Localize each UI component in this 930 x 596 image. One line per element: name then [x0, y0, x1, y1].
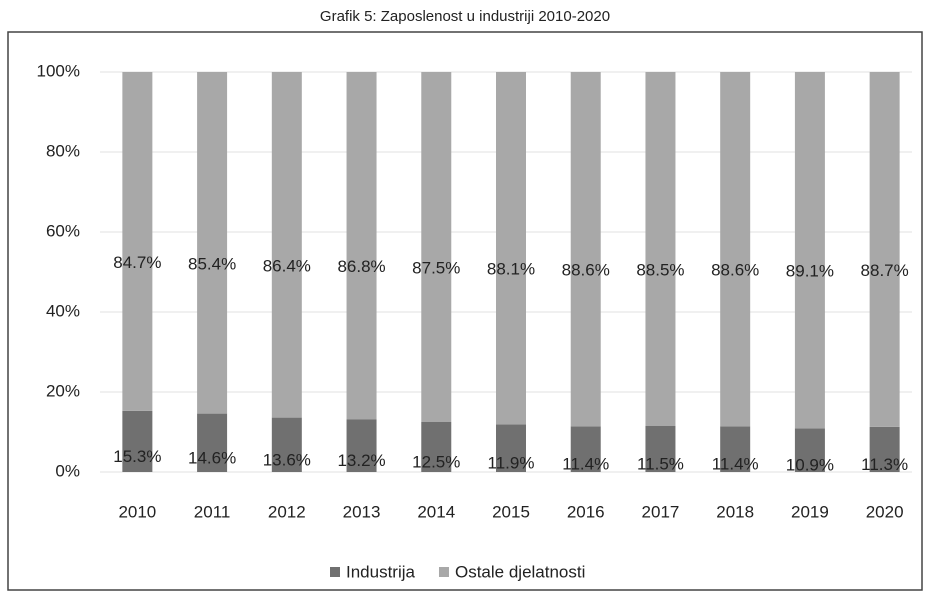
- value-label: 13.6%: [263, 450, 311, 469]
- legend-label: Ostale djelatnosti: [455, 562, 585, 581]
- legend-label: Industrija: [346, 562, 416, 581]
- bar-segment: [197, 72, 228, 414]
- value-label: 86.8%: [337, 257, 385, 276]
- bar-segment: [271, 72, 302, 418]
- y-tick-label: 20%: [46, 381, 80, 400]
- value-label: 11.9%: [488, 454, 535, 473]
- chart-border: [7, 31, 923, 591]
- y-tick-label: 0%: [55, 461, 80, 480]
- bar-segment: [869, 426, 900, 472]
- y-tick-label: 80%: [46, 141, 80, 160]
- x-tick-label: 2010: [118, 502, 156, 521]
- bar-segment: [346, 72, 377, 420]
- bar-segment: [197, 413, 228, 472]
- value-label: 86.4%: [263, 256, 311, 275]
- chart-title: Grafik 5: Zaposlenost u industriji 2010-…: [320, 8, 610, 25]
- x-tick-label: 2016: [567, 502, 605, 521]
- bar-segment: [794, 428, 825, 472]
- bar-segment: [570, 426, 601, 472]
- bar-segment: [496, 424, 526, 472]
- value-label: 88.6%: [711, 261, 759, 280]
- value-label: 88.7%: [861, 261, 909, 280]
- bar-segment: [645, 72, 676, 426]
- value-label: 88.6%: [562, 261, 610, 280]
- x-tick-label: 2017: [642, 502, 680, 521]
- bar-segment: [720, 426, 751, 472]
- value-label: 12.5%: [412, 452, 460, 471]
- bar-segment: [421, 422, 452, 472]
- bar-segment: [346, 419, 377, 472]
- x-tick-label: 2012: [268, 502, 306, 521]
- legend-swatch: [438, 567, 449, 577]
- value-label: 87.5%: [412, 258, 460, 277]
- value-label: 11.4%: [562, 455, 609, 474]
- y-tick-label: 60%: [46, 221, 80, 240]
- x-tick-label: 2020: [866, 502, 904, 521]
- x-tick-label: 2019: [791, 502, 829, 521]
- value-label: 85.4%: [188, 254, 236, 273]
- value-label: 88.5%: [636, 260, 684, 279]
- value-label: 11.4%: [712, 455, 759, 474]
- value-label: 89.1%: [786, 262, 834, 281]
- value-label: 84.7%: [113, 253, 161, 272]
- bar-segment: [794, 72, 825, 429]
- value-label: 10.9%: [786, 456, 834, 475]
- value-label: 13.2%: [337, 451, 385, 470]
- bar-segment: [496, 72, 526, 425]
- bar-segment: [720, 72, 751, 427]
- bar-segment: [122, 72, 153, 411]
- x-tick-label: 2014: [417, 502, 455, 521]
- bar-segment: [570, 72, 601, 427]
- x-tick-label: 2011: [194, 502, 231, 521]
- value-label: 11.3%: [861, 455, 908, 474]
- value-label: 14.6%: [188, 448, 236, 467]
- bar-segment: [869, 72, 900, 427]
- x-tick-label: 2015: [492, 502, 530, 521]
- bar-segment: [271, 417, 302, 472]
- x-tick-label: 2018: [716, 502, 754, 521]
- legend-swatch: [330, 567, 340, 577]
- value-label: 11.5%: [637, 454, 684, 473]
- y-tick-label: 40%: [46, 301, 80, 320]
- x-tick-label: 2013: [343, 502, 381, 521]
- value-label: 15.3%: [113, 447, 161, 466]
- value-label: 88.1%: [487, 260, 535, 279]
- bar-segment: [122, 410, 153, 472]
- bar-segment: [421, 72, 452, 422]
- bar-segment: [645, 426, 676, 472]
- y-tick-label: 100%: [37, 61, 80, 80]
